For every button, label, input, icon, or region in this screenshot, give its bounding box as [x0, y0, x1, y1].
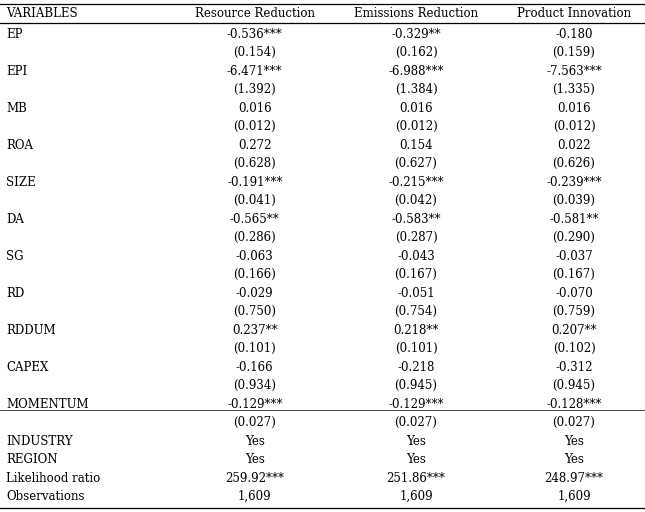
- Text: (0.027): (0.027): [233, 416, 276, 429]
- Text: (0.162): (0.162): [395, 46, 437, 59]
- Text: (0.101): (0.101): [233, 342, 276, 355]
- Text: (0.934): (0.934): [233, 379, 276, 392]
- Text: Yes: Yes: [406, 453, 426, 466]
- Text: Yes: Yes: [245, 435, 264, 447]
- Text: 0.016: 0.016: [557, 101, 591, 115]
- Text: (0.626): (0.626): [553, 157, 595, 170]
- Text: -7.563***: -7.563***: [546, 65, 602, 78]
- Text: 1,609: 1,609: [238, 490, 272, 503]
- Text: 251.86***: 251.86***: [386, 472, 446, 484]
- Text: Yes: Yes: [245, 453, 264, 466]
- Text: (0.167): (0.167): [395, 268, 437, 281]
- Text: Resource Reduction: Resource Reduction: [195, 7, 315, 20]
- Text: 0.016: 0.016: [238, 101, 272, 115]
- Text: -0.128***: -0.128***: [546, 398, 602, 411]
- Text: -0.037: -0.037: [555, 250, 593, 263]
- Text: RD: RD: [6, 287, 25, 300]
- Text: (0.101): (0.101): [395, 342, 437, 355]
- Text: Likelihood ratio: Likelihood ratio: [6, 472, 101, 484]
- Text: (0.027): (0.027): [395, 416, 437, 429]
- Text: -0.063: -0.063: [236, 250, 273, 263]
- Text: DA: DA: [6, 212, 25, 226]
- Text: Observations: Observations: [6, 490, 85, 503]
- Text: REGION: REGION: [6, 453, 58, 466]
- Text: 0.218**: 0.218**: [393, 324, 439, 336]
- Text: -0.218: -0.218: [397, 360, 435, 374]
- Text: (1.335): (1.335): [553, 83, 595, 96]
- Text: -0.581**: -0.581**: [550, 212, 599, 226]
- Text: 0.154: 0.154: [399, 139, 433, 152]
- Text: -0.583**: -0.583**: [392, 212, 441, 226]
- Text: ROA: ROA: [6, 139, 34, 152]
- Text: -0.166: -0.166: [236, 360, 273, 374]
- Text: -0.129***: -0.129***: [388, 398, 444, 411]
- Text: -0.536***: -0.536***: [227, 28, 283, 40]
- Text: (0.012): (0.012): [395, 120, 437, 133]
- Text: -6.471***: -6.471***: [227, 65, 283, 78]
- Text: -0.051: -0.051: [397, 287, 435, 300]
- Text: (0.945): (0.945): [553, 379, 595, 392]
- Text: -0.565**: -0.565**: [230, 212, 280, 226]
- Text: -0.043: -0.043: [397, 250, 435, 263]
- Text: (0.750): (0.750): [233, 305, 276, 318]
- Text: -0.029: -0.029: [236, 287, 273, 300]
- Text: Product Innovation: Product Innovation: [517, 7, 631, 20]
- Text: 1,609: 1,609: [399, 490, 433, 503]
- Text: (0.290): (0.290): [553, 231, 595, 244]
- Text: (0.041): (0.041): [233, 194, 276, 207]
- Text: MOMENTUM: MOMENTUM: [6, 398, 89, 411]
- Text: (1.392): (1.392): [233, 83, 276, 96]
- Text: (0.167): (0.167): [553, 268, 595, 281]
- Text: EPI: EPI: [6, 65, 28, 78]
- Text: RDDUM: RDDUM: [6, 324, 56, 336]
- Text: (0.287): (0.287): [395, 231, 437, 244]
- Text: (0.754): (0.754): [395, 305, 437, 318]
- Text: -0.180: -0.180: [555, 28, 593, 40]
- Text: (0.628): (0.628): [233, 157, 276, 170]
- Text: (0.286): (0.286): [233, 231, 276, 244]
- Text: (0.042): (0.042): [395, 194, 437, 207]
- Text: SG: SG: [6, 250, 24, 263]
- Text: (0.159): (0.159): [553, 46, 595, 59]
- Text: 0.207**: 0.207**: [551, 324, 597, 336]
- Text: 1,609: 1,609: [557, 490, 591, 503]
- Text: Emissions Reduction: Emissions Reduction: [354, 7, 478, 20]
- Text: CAPEX: CAPEX: [6, 360, 49, 374]
- Text: -0.129***: -0.129***: [227, 398, 283, 411]
- Text: (0.102): (0.102): [553, 342, 595, 355]
- Text: -0.329**: -0.329**: [392, 28, 441, 40]
- Text: -0.215***: -0.215***: [388, 176, 444, 188]
- Text: (0.759): (0.759): [553, 305, 595, 318]
- Text: -0.191***: -0.191***: [227, 176, 283, 188]
- Text: VARIABLES: VARIABLES: [6, 7, 78, 20]
- Text: -0.239***: -0.239***: [546, 176, 602, 188]
- Text: (0.012): (0.012): [233, 120, 276, 133]
- Text: Yes: Yes: [406, 435, 426, 447]
- Text: 0.272: 0.272: [238, 139, 272, 152]
- Text: (0.012): (0.012): [553, 120, 595, 133]
- Text: 259.92***: 259.92***: [225, 472, 284, 484]
- Text: (0.039): (0.039): [553, 194, 595, 207]
- Text: Yes: Yes: [564, 453, 584, 466]
- Text: -6.988***: -6.988***: [388, 65, 444, 78]
- Text: (1.384): (1.384): [395, 83, 437, 96]
- Text: -0.312: -0.312: [555, 360, 593, 374]
- Text: Yes: Yes: [564, 435, 584, 447]
- Text: (0.945): (0.945): [395, 379, 437, 392]
- Text: (0.027): (0.027): [553, 416, 595, 429]
- Text: SIZE: SIZE: [6, 176, 36, 188]
- Text: (0.166): (0.166): [233, 268, 276, 281]
- Text: EP: EP: [6, 28, 23, 40]
- Text: MB: MB: [6, 101, 27, 115]
- Text: -0.070: -0.070: [555, 287, 593, 300]
- Text: 0.016: 0.016: [399, 101, 433, 115]
- Text: INDUSTRY: INDUSTRY: [6, 435, 73, 447]
- Text: 248.97***: 248.97***: [544, 472, 604, 484]
- Text: (0.627): (0.627): [395, 157, 437, 170]
- Text: 0.022: 0.022: [557, 139, 591, 152]
- Text: (0.154): (0.154): [233, 46, 276, 59]
- Text: 0.237**: 0.237**: [232, 324, 277, 336]
